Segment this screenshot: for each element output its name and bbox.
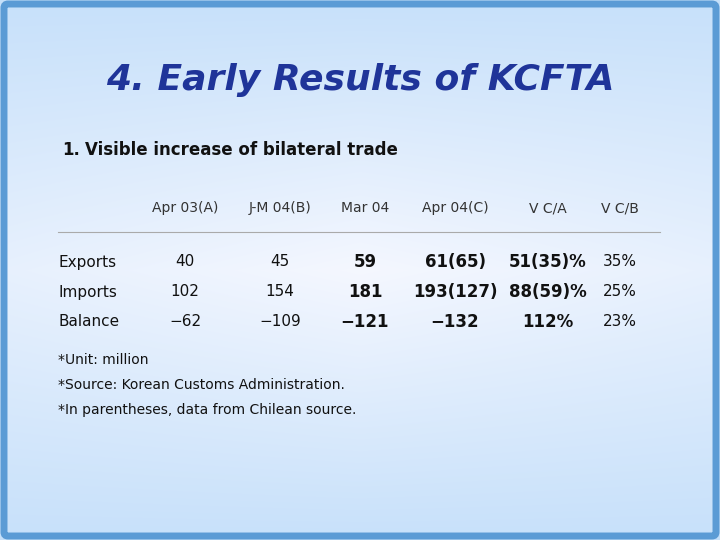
Text: Exports: Exports <box>58 254 116 269</box>
Text: Apr 03(A): Apr 03(A) <box>152 201 218 215</box>
Text: −132: −132 <box>431 313 480 331</box>
Text: V C/B: V C/B <box>601 201 639 215</box>
Text: J-M 04(B): J-M 04(B) <box>248 201 311 215</box>
Text: 40: 40 <box>176 254 194 269</box>
Text: 112%: 112% <box>523 313 574 331</box>
Text: Imports: Imports <box>58 285 117 300</box>
Text: V C/A: V C/A <box>529 201 567 215</box>
Text: −121: −121 <box>341 313 390 331</box>
Text: Balance: Balance <box>58 314 119 329</box>
Text: 59: 59 <box>354 253 377 271</box>
Text: 181: 181 <box>348 283 382 301</box>
Text: −109: −109 <box>259 314 301 329</box>
Text: 25%: 25% <box>603 285 637 300</box>
Text: 51(35)%: 51(35)% <box>509 253 587 271</box>
Text: Apr 04(C): Apr 04(C) <box>422 201 488 215</box>
Text: Mar 04: Mar 04 <box>341 201 389 215</box>
Text: 154: 154 <box>266 285 294 300</box>
Text: 35%: 35% <box>603 254 637 269</box>
Text: 23%: 23% <box>603 314 637 329</box>
Text: 88(59)%: 88(59)% <box>509 283 587 301</box>
Text: *Source: Korean Customs Administration.: *Source: Korean Customs Administration. <box>58 378 345 392</box>
Text: 193(127): 193(127) <box>413 283 498 301</box>
Text: −62: −62 <box>169 314 201 329</box>
Text: 4. Early Results of KCFTA: 4. Early Results of KCFTA <box>106 63 614 97</box>
Text: *Unit: million: *Unit: million <box>58 353 148 367</box>
Text: Visible increase of bilateral trade: Visible increase of bilateral trade <box>85 141 398 159</box>
Text: 102: 102 <box>171 285 199 300</box>
Text: 1.: 1. <box>62 141 80 159</box>
Text: *In parentheses, data from Chilean source.: *In parentheses, data from Chilean sourc… <box>58 403 356 417</box>
Text: 61(65): 61(65) <box>425 253 485 271</box>
Text: 45: 45 <box>271 254 289 269</box>
